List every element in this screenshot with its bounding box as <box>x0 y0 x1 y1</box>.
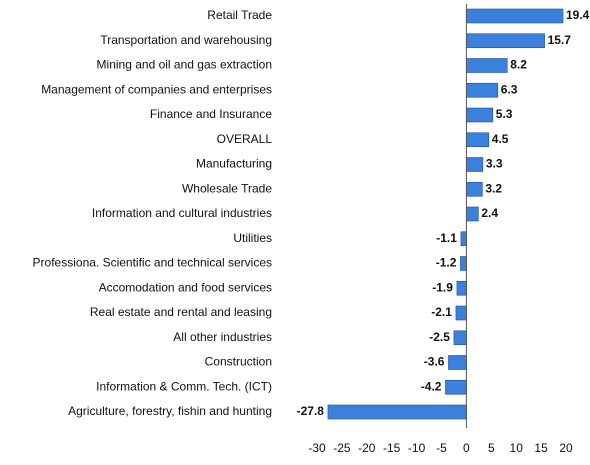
x-tick-label: 20 <box>559 441 573 455</box>
y-tick-label: Professiona. Scientific and technical se… <box>33 256 272 270</box>
x-tick-label: -5 <box>436 441 447 455</box>
value-label: -4.2 <box>421 379 442 393</box>
bar <box>456 280 467 296</box>
y-tick-label: Agriculture, forestry, fishin and huntin… <box>68 404 272 418</box>
y-tick-label: Accomodation and food services <box>99 280 272 294</box>
value-label: -3.6 <box>424 355 445 369</box>
bar <box>466 33 545 49</box>
bar <box>448 355 467 370</box>
y-tick-label: Management of companies and enterprises <box>41 82 272 96</box>
y-tick-label: OVERALL <box>217 132 273 146</box>
bar <box>455 305 467 321</box>
bar <box>466 181 483 197</box>
x-tick-label: -20 <box>358 441 376 455</box>
value-label: -2.5 <box>429 330 450 344</box>
value-label: -2.1 <box>431 305 452 319</box>
bar <box>453 330 467 346</box>
value-label: 2.4 <box>481 206 498 220</box>
bar <box>327 404 467 420</box>
bar <box>460 231 467 247</box>
x-tick-label: 15 <box>534 441 548 455</box>
value-label: 5.3 <box>496 107 513 121</box>
y-tick-label: All other industries <box>173 330 272 344</box>
x-tick-label: -30 <box>308 441 326 455</box>
value-label: 4.5 <box>492 132 509 146</box>
value-label: -27.8 <box>297 404 325 418</box>
y-tick-label: Wholesale Trade <box>182 181 272 195</box>
x-tick-label: 5 <box>488 441 495 455</box>
value-label: -1.2 <box>436 256 457 270</box>
value-label: -1.1 <box>436 231 457 245</box>
y-tick-label: Construction <box>205 355 272 369</box>
bar <box>445 379 467 395</box>
x-tick-label: -15 <box>383 441 401 455</box>
y-tick-label: Utilities <box>233 231 272 245</box>
y-tick-label: Transportation and warehousing <box>100 33 272 47</box>
y-tick-label: Information and cultural industries <box>92 206 272 220</box>
value-label: 8.2 <box>510 58 527 72</box>
x-tick-label: -25 <box>333 441 351 455</box>
value-label: 3.2 <box>485 181 502 195</box>
bar <box>466 132 490 148</box>
value-label: 19.4 <box>566 8 590 22</box>
y-tick-label: Information & Comm. Tech. (ICT) <box>96 379 272 393</box>
bar <box>466 8 564 24</box>
bar <box>466 82 499 98</box>
y-tick-label: Manufacturing <box>196 157 272 171</box>
value-label: -1.9 <box>432 280 453 294</box>
bar <box>466 107 494 123</box>
value-label: 6.3 <box>501 82 518 96</box>
x-tick-label: -10 <box>408 441 426 455</box>
bar <box>466 206 479 222</box>
bar <box>460 256 467 271</box>
x-tick-label: 0 <box>463 441 470 455</box>
y-tick-label: Mining and oil and gas extraction <box>97 58 272 72</box>
value-label: 15.7 <box>548 33 572 47</box>
value-label: 3.3 <box>486 157 503 171</box>
bar <box>466 157 484 172</box>
y-tick-label: Finance and Insurance <box>150 107 272 121</box>
y-tick-label: Retail Trade <box>207 8 272 22</box>
x-tick-label: 10 <box>510 441 524 455</box>
y-tick-label: Real estate and rental and leasing <box>90 305 272 319</box>
bar <box>466 58 508 73</box>
